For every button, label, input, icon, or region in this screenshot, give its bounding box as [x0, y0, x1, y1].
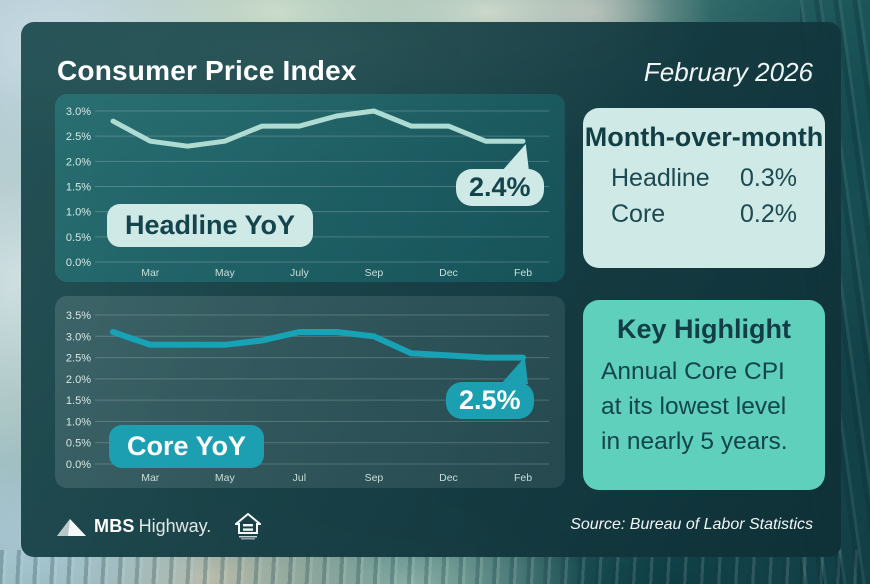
y-tick-label: 0.5%: [66, 232, 91, 244]
infographic-card: Consumer Price Index February 2026 3.0% 2…: [21, 22, 841, 557]
y-tick-label: 3.0%: [66, 331, 91, 343]
y-tick-label: 1.5%: [66, 182, 91, 194]
mom-core-value: 0.2%: [740, 200, 797, 229]
brand-area: MBS Highway.: [57, 513, 262, 540]
y-tick-label: 1.0%: [66, 416, 91, 428]
page-title: Consumer Price Index: [57, 55, 357, 86]
key-highlight-title: Key Highlight: [617, 314, 791, 344]
mom-row-headline: Headline 0.3%: [583, 164, 825, 193]
y-tick-label: 2.0%: [66, 156, 91, 168]
headline-yoy-chart: 3.0% 2.5% 2.0% 1.5% 1.0% 0.5% 0.0% Mar May July Se…: [66, 106, 549, 279]
y-tick-label: 1.5%: [66, 395, 91, 407]
brand-name-regular: Highway.: [138, 516, 212, 536]
core-callout-value: 2.5%: [446, 382, 534, 419]
x-tick-label: July: [290, 267, 309, 279]
x-tick-label: Sep: [365, 267, 384, 279]
x-tick-label: Jul: [293, 472, 306, 484]
y-tick-label: 3.0%: [66, 106, 91, 118]
y-tick-label: 1.0%: [66, 207, 91, 219]
equal-housing-icon: [235, 513, 262, 540]
y-tick-label: 2.0%: [66, 374, 91, 386]
key-highlight-body: Annual Core CPI at its lowest level in n…: [601, 358, 788, 455]
x-tick-label: Dec: [439, 472, 458, 484]
core-chart-panel: 3.5% 3.0% 2.5% 2.0% 1.5% 1.0% 0.5% 0.0% Mar May Ju…: [55, 296, 565, 488]
mom-headline-label: Headline: [611, 164, 710, 193]
x-tick-label: Feb: [514, 267, 532, 279]
headline-series-label: Headline YoY: [107, 204, 314, 247]
x-tick-label: May: [215, 472, 236, 484]
month-over-month-title: Month-over-month: [584, 122, 824, 152]
x-tick-label: Mar: [141, 267, 160, 279]
mom-headline-value: 0.3%: [740, 164, 797, 193]
y-tick-label: 0.5%: [66, 438, 91, 450]
mom-core-label: Core: [611, 200, 666, 229]
headline-callout-value: 2.4%: [456, 169, 544, 206]
y-tick-label: 0.0%: [66, 459, 91, 471]
headline-chart-panel: 3.0% 2.5% 2.0% 1.5% 1.0% 0.5% 0.0% Mar May July Se…: [55, 94, 565, 282]
report-date: February 2026: [643, 57, 813, 87]
brand-name-bold: MBS: [94, 516, 135, 536]
trend-line: [110, 329, 526, 361]
x-tick-label: Sep: [365, 472, 384, 484]
y-tick-label: 0.0%: [66, 257, 91, 269]
month-over-month-rows: Headline 0.3% Core 0.2%: [583, 164, 825, 229]
mountain-logo-icon: [57, 519, 86, 536]
key-highlight-panel: Key Highlight Annual Core CPI at its low…: [583, 300, 825, 490]
month-over-month-panel: Month-over-month Headline 0.3% Core 0.2%: [583, 108, 825, 268]
x-tick-label: May: [215, 267, 236, 279]
y-tick-label: 2.5%: [66, 353, 91, 365]
core-series-label: Core YoY: [109, 425, 265, 468]
trend-line: [110, 108, 526, 149]
x-tick-label: Feb: [514, 472, 532, 484]
y-tick-label: 3.5%: [66, 310, 91, 322]
x-tick-label: Mar: [141, 472, 160, 484]
y-tick-label: 2.5%: [66, 131, 91, 143]
source-attribution: Source: Bureau of Labor Statistics: [570, 516, 813, 533]
mbs-highway-logo: MBS Highway.: [57, 516, 211, 537]
mom-row-core: Core 0.2%: [583, 200, 825, 229]
x-tick-label: Dec: [439, 267, 458, 279]
